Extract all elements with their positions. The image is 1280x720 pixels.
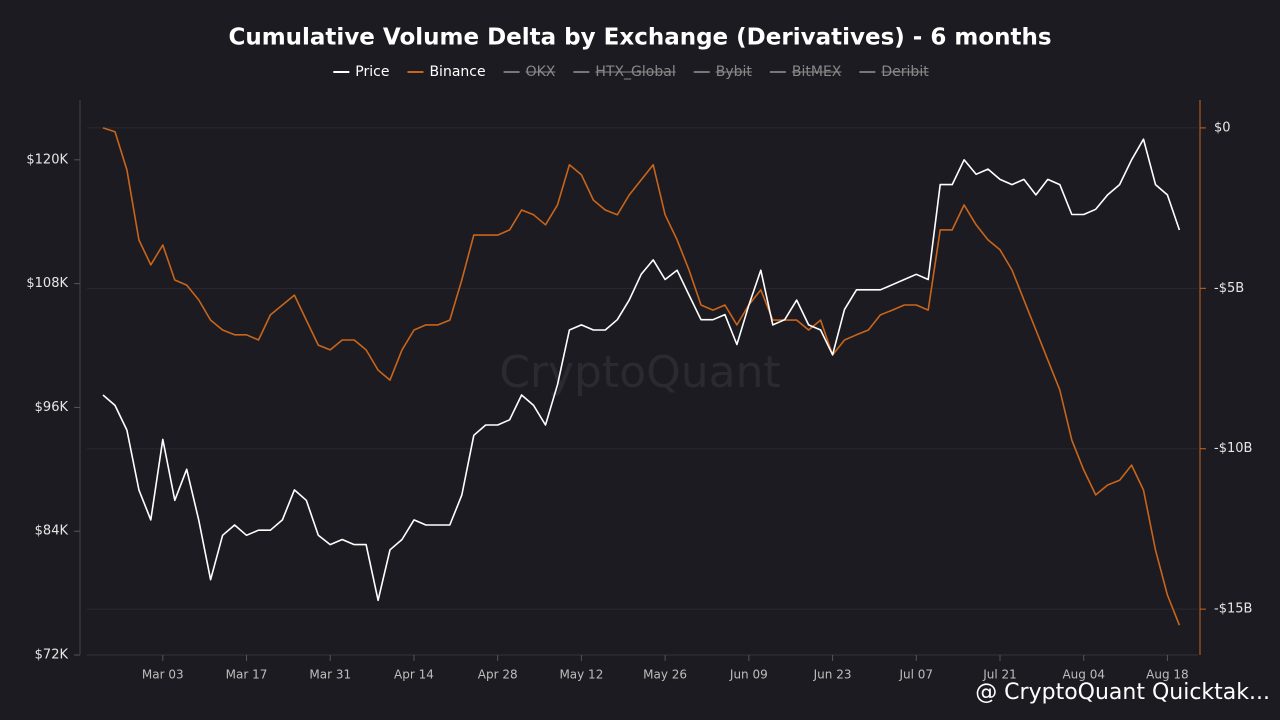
x-tick-label: Aug 04 — [1062, 668, 1105, 682]
series-line — [102, 127, 1181, 626]
chart-title: Cumulative Volume Delta by Exchange (Der… — [228, 25, 1051, 51]
footer: @ CryptoQuant Quicktak... — [975, 680, 1270, 705]
legend-label: Binance — [429, 64, 485, 80]
x-tick-label: Aug 18 — [1146, 668, 1189, 682]
x-tick-label: Apr 14 — [394, 668, 434, 682]
y2-tick-label: -$10B — [1214, 441, 1252, 456]
x-tick-label: Jul 21 — [982, 668, 1017, 682]
x-tick-label: May 12 — [559, 668, 603, 682]
series-line — [102, 138, 1181, 602]
x-tick-label: Jul 07 — [898, 668, 933, 682]
y-tick-label: $96K — [35, 400, 69, 415]
x-tick-label: Mar 03 — [142, 668, 184, 682]
x-tick-label: Mar 17 — [226, 668, 268, 682]
x-tick-label: Jun 09 — [729, 668, 768, 682]
watermark: CryptoQuant — [499, 347, 781, 398]
x-tick-label: Mar 31 — [309, 668, 351, 682]
y2-tick-label: -$5B — [1214, 281, 1244, 296]
y-tick-label: $120K — [26, 152, 68, 167]
legend-label: Price — [355, 64, 389, 80]
x-tick-label: Jun 23 — [813, 668, 852, 682]
y-tick-label: $72K — [35, 648, 69, 663]
y-tick-label: $108K — [26, 276, 68, 291]
y-tick-label: $84K — [35, 524, 69, 539]
y2-tick-label: -$15B — [1214, 602, 1252, 617]
x-tick-label: Apr 28 — [478, 668, 518, 682]
y2-tick-label: $0 — [1214, 120, 1231, 135]
x-tick-label: May 26 — [643, 668, 687, 682]
